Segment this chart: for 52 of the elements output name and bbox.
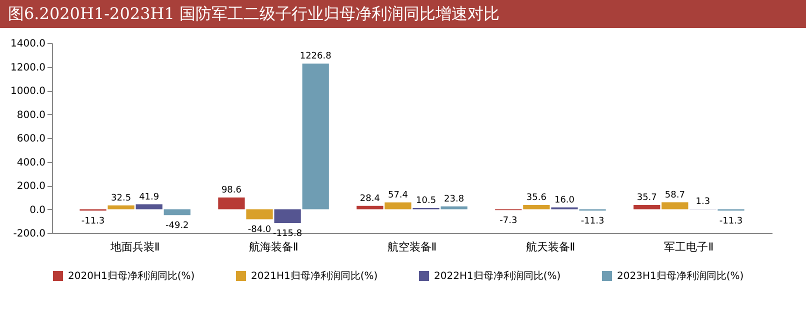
bar — [136, 204, 162, 210]
bar — [384, 202, 412, 210]
x-tick-label: 地面兵装Ⅱ — [109, 240, 160, 254]
data-label: 35.7 — [636, 193, 657, 204]
y-tick-label: -200.0 — [13, 228, 46, 240]
legend-label: 2021H1归母净利润同比(%) — [251, 270, 378, 282]
y-tick-label: 1200.0 — [10, 62, 46, 74]
data-label: 57.4 — [388, 190, 408, 200]
data-label: -84.0 — [248, 225, 272, 236]
x-tick-label: 航空装备Ⅱ — [387, 240, 437, 254]
bar — [523, 205, 550, 210]
y-tick-label: 1000.0 — [10, 86, 46, 97]
legend-label: 2023H1归母净利润同比(%) — [617, 270, 744, 282]
bar — [218, 198, 245, 210]
bar — [164, 209, 190, 216]
data-label: -115.8 — [273, 229, 302, 239]
x-tick-label: 航海装备Ⅱ — [248, 240, 298, 254]
data-label: -11.3 — [580, 216, 604, 227]
bar — [440, 206, 468, 210]
data-label: 1226.8 — [300, 52, 332, 62]
bar — [634, 205, 660, 210]
data-label: 16.0 — [554, 195, 575, 206]
bar — [108, 205, 134, 210]
data-label: -11.3 — [81, 216, 105, 227]
y-tick-label: 200.0 — [16, 181, 46, 192]
bar — [356, 206, 384, 210]
data-label: 23.8 — [444, 194, 464, 204]
y-tick-label: 800.0 — [16, 110, 46, 121]
y-tick-label: 600.0 — [16, 134, 46, 144]
data-label: 1.3 — [696, 197, 710, 208]
data-label: 32.5 — [111, 193, 132, 204]
legend-label: 2022H1归母净利润同比(%) — [434, 270, 561, 282]
data-label: -11.3 — [719, 216, 743, 227]
data-label: 41.9 — [139, 192, 160, 202]
data-label: -49.2 — [165, 221, 189, 232]
data-label: -7.3 — [500, 216, 518, 226]
data-label: 35.6 — [526, 193, 547, 204]
data-label: 58.7 — [664, 190, 685, 200]
y-tick-label: 0.0 — [30, 204, 46, 216]
bar — [662, 202, 688, 210]
legend-label: 2020H1归母净利润同比(%) — [68, 270, 195, 282]
data-label: 28.4 — [360, 194, 380, 204]
chart-title: 图6.2020H1-2023H1 国防军工二级子行业归母净利润同比增速对比 — [0, 0, 806, 28]
x-tick-label: 军工电子Ⅱ — [664, 240, 714, 254]
bar — [246, 209, 273, 220]
x-tick-label: 航天装备Ⅱ — [526, 240, 576, 254]
bar — [302, 64, 329, 210]
bar — [274, 209, 301, 223]
y-tick-label: 1400.0 — [10, 38, 46, 50]
data-label: 98.6 — [221, 186, 242, 196]
data-label: 10.5 — [416, 196, 436, 206]
y-tick-label: 400.0 — [16, 157, 46, 168]
